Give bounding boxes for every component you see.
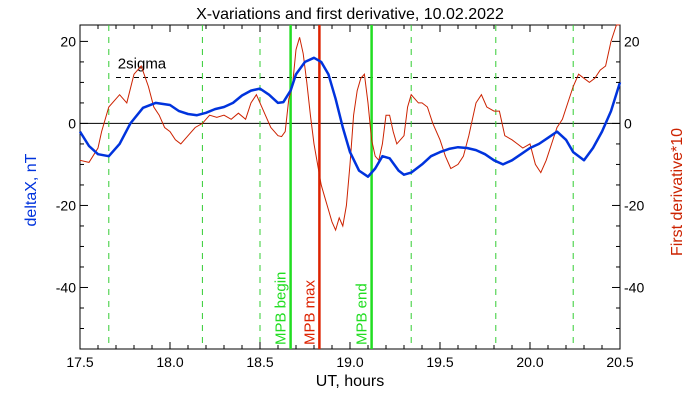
y-tick-label-right: -40 [624, 279, 644, 295]
series-line-deltax [78, 56, 622, 178]
x-axis-label: UT, hours [316, 373, 384, 390]
chart-title: X-variations and first derivative, 10.02… [196, 6, 504, 23]
x-tick-label: 18.0 [156, 354, 183, 370]
y-tick-label-left: 0 [68, 115, 76, 131]
y-axis-label-left: deltaX, nT [23, 153, 40, 226]
vertical-markers: MPB begin MPB max MPB end [273, 25, 373, 349]
y-axis-label-right: First derivative*10 [669, 128, 686, 256]
y-axis-ticks: 20 20 0 0 -20 -20 -40 -40 [56, 33, 644, 350]
x-tick-label: 19.5 [426, 354, 453, 370]
x-tick-label: 20.0 [516, 354, 543, 370]
x-tick-label: 18.5 [246, 354, 273, 370]
series-line-derivative [79, 24, 620, 232]
marker-label: MPB end [354, 283, 371, 345]
marker-label: MPB max [301, 279, 318, 345]
y-tick-label-left: 20 [60, 33, 76, 49]
sigma-label: 2sigma [118, 55, 167, 72]
x-tick-label: 20.5 [606, 354, 633, 370]
y-tick-label-right: 0 [624, 115, 632, 131]
guide-lines [108, 25, 574, 349]
x-tick-label: 19.0 [336, 354, 363, 370]
x-axis-ticks: 17.5 18.0 18.5 19.0 19.5 20.0 20.5 [66, 25, 634, 370]
y-tick-label-left: -20 [56, 197, 76, 213]
y-tick-label-right: 20 [624, 33, 640, 49]
y-tick-label-right: -20 [624, 197, 644, 213]
plot-frame [79, 24, 621, 350]
x-tick-label: 17.5 [66, 354, 93, 370]
marker-label: MPB begin [273, 272, 290, 345]
y-tick-label-left: -40 [56, 279, 76, 295]
